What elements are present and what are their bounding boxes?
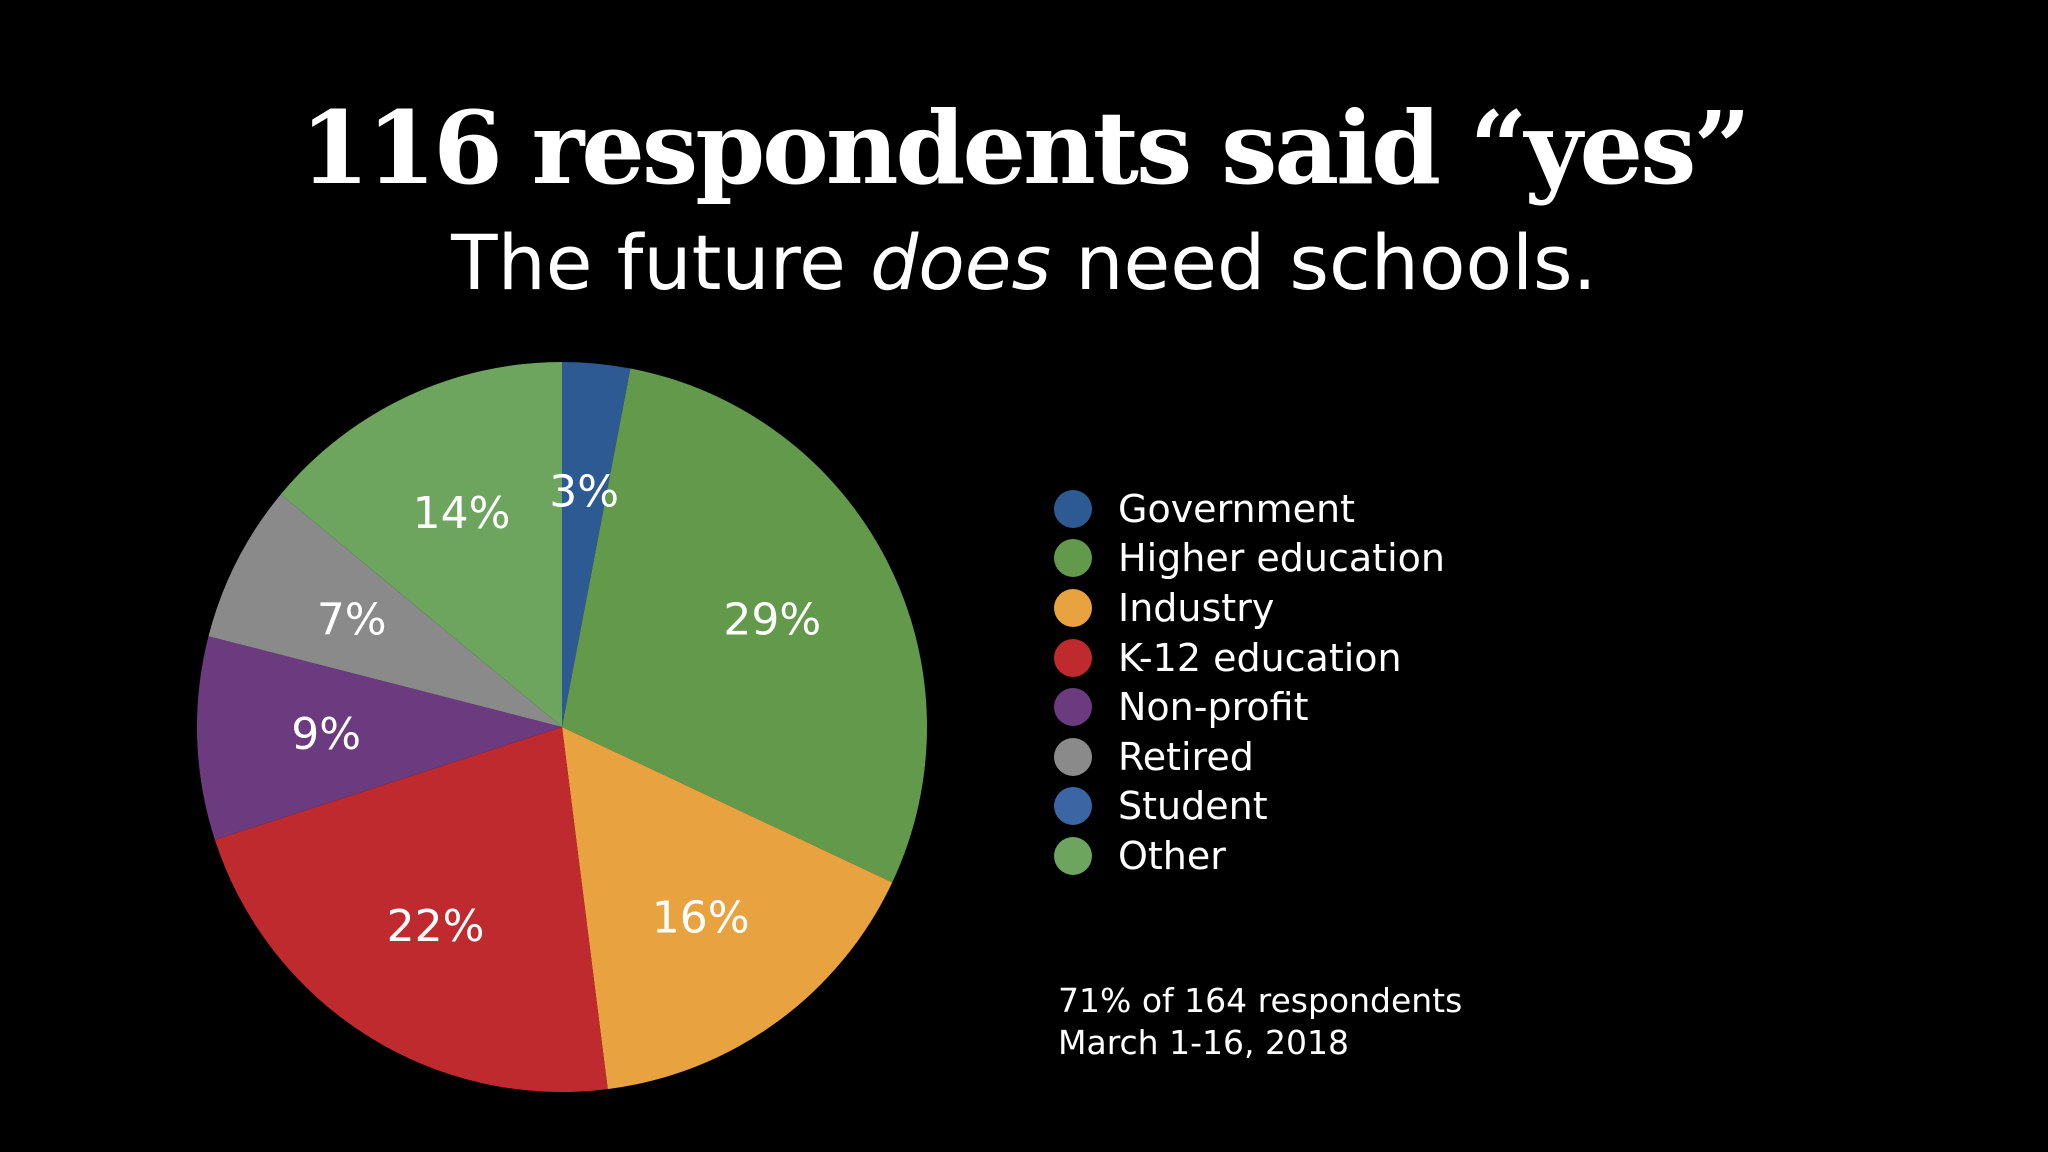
pie-label-non-profit: 9% <box>291 709 361 760</box>
legend-item-industry: Industry <box>1054 583 1445 633</box>
pie-label-other: 14% <box>413 488 511 539</box>
footnote-sample-size: 71% of 164 respondents <box>1058 981 1463 1020</box>
pie-slice-non-profit <box>197 636 562 840</box>
legend-label-industry: Industry <box>1118 585 1275 630</box>
legend-swatch-non-profit <box>1054 688 1092 727</box>
legend-label-government: Government <box>1118 486 1355 531</box>
legend-swatch-retired <box>1054 737 1092 776</box>
pie-label-government: 3% <box>549 467 619 518</box>
subtitle-text-after: need schools. <box>1051 218 1597 307</box>
pie-slice-retired <box>208 494 562 727</box>
footnote: 71% of 164 respondents March 1-16, 2018 <box>1058 980 1462 1064</box>
subtitle-emphasis: does <box>870 218 1052 307</box>
legend-label-other: Other <box>1118 833 1226 878</box>
footnote-date-range: March 1-16, 2018 <box>1058 1023 1349 1062</box>
legend-label-higher-education: Higher education <box>1118 536 1445 581</box>
legend-swatch-student <box>1054 787 1092 826</box>
legend-label-non-profit: Non-profit <box>1118 685 1309 730</box>
legend-label-k-12-education: K-12 education <box>1118 635 1402 680</box>
legend-swatch-k-12-education <box>1054 638 1092 677</box>
pie-slice-industry <box>562 727 893 1090</box>
legend-item-k-12-education: K-12 education <box>1054 633 1445 683</box>
chart-legend: Government Higher education Industry K-12 e… <box>1054 484 1445 881</box>
legend-swatch-government <box>1054 489 1092 528</box>
pie-slice-other <box>280 362 562 727</box>
legend-label-student: Student <box>1118 784 1268 829</box>
chart-subtitle: The future does need schools. <box>0 225 2048 301</box>
legend-item-non-profit: Non-profit <box>1054 682 1445 732</box>
pie-slice-higher-education <box>562 368 927 883</box>
pie-chart: 3% 29% 16% 22% 9% 7% 14% <box>197 362 927 1092</box>
legend-label-retired: Retired <box>1118 734 1254 779</box>
legend-item-higher-education: Higher education <box>1054 534 1445 584</box>
chart-title: 116 respondents said “yes” <box>300 89 1751 207</box>
legend-item-government: Government <box>1054 484 1445 534</box>
pie-slice-government <box>562 362 631 727</box>
pie-label-higher-education: 29% <box>723 594 821 645</box>
legend-item-other: Other <box>1054 831 1445 881</box>
subtitle-text-before: The future <box>451 218 871 307</box>
pie-slice-k-12-education <box>214 727 608 1092</box>
legend-item-student: Student <box>1054 782 1445 832</box>
legend-item-retired: Retired <box>1054 732 1445 782</box>
pie-label-k-12-education: 22% <box>387 901 485 952</box>
legend-swatch-other <box>1054 836 1092 875</box>
legend-swatch-higher-education <box>1054 539 1092 578</box>
legend-swatch-industry <box>1054 588 1092 627</box>
pie-label-industry: 16% <box>652 892 750 943</box>
pie-label-retired: 7% <box>317 594 387 645</box>
